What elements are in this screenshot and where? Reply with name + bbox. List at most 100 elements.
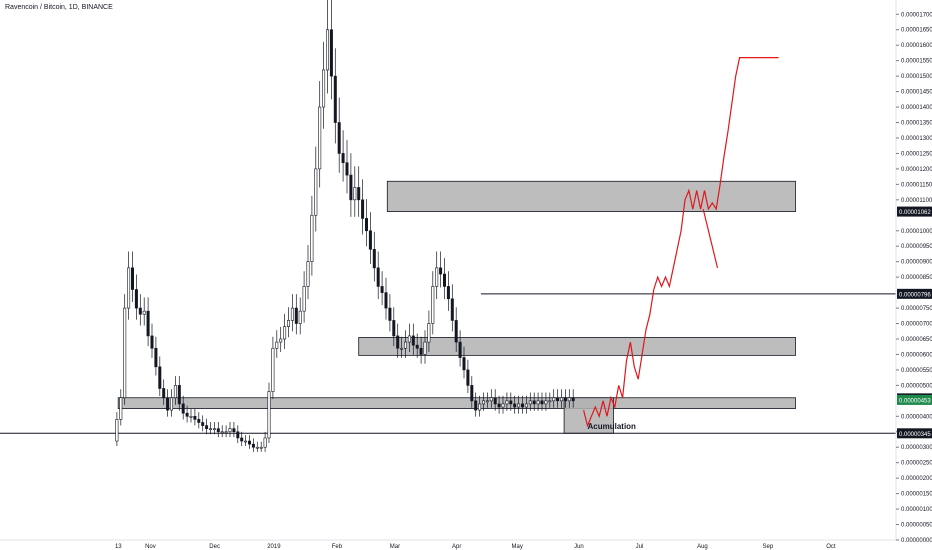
candle-body bbox=[458, 341, 462, 358]
candle-body bbox=[513, 403, 517, 408]
y-tick-label: 0.00000600 bbox=[901, 352, 932, 358]
candle-body bbox=[400, 347, 404, 350]
candle-body bbox=[185, 412, 189, 417]
candle-body bbox=[134, 289, 138, 309]
candle-body bbox=[567, 397, 571, 402]
price-axis: 0.00001700 0.00001650 0.00001600 0.00001550… bbox=[895, 0, 932, 544]
candle-body bbox=[329, 29, 333, 77]
projection-path bbox=[583, 57, 779, 428]
candle-body bbox=[263, 437, 267, 448]
candle-body bbox=[571, 397, 575, 402]
candle-body bbox=[322, 69, 326, 108]
candle-body bbox=[314, 168, 318, 216]
y-tick-label: 0.00000650 bbox=[901, 337, 932, 343]
candle-body bbox=[368, 230, 372, 250]
candle-body bbox=[216, 428, 220, 433]
candle-body bbox=[251, 443, 255, 448]
x-tick-label: Jun bbox=[574, 544, 584, 550]
y-tick-label: 0.00001450 bbox=[901, 90, 932, 96]
time-axis: 13 Nov Dec 2019 Feb Mar Apr May Jun Jul Aug Sep Oct bbox=[0, 539, 896, 550]
candle-body bbox=[388, 307, 392, 321]
candle-body bbox=[138, 307, 142, 315]
candle-body bbox=[259, 446, 263, 449]
price-label-text: 0.00001062 bbox=[899, 210, 931, 216]
candle-body bbox=[232, 428, 236, 433]
candle-body bbox=[407, 335, 411, 343]
candle-body bbox=[497, 403, 501, 408]
y-tick-label: 0.00000000 bbox=[901, 538, 932, 544]
y-tick-label: 0.00000950 bbox=[901, 244, 932, 250]
x-tick-label: Sep bbox=[763, 544, 774, 550]
zones bbox=[117, 180, 796, 434]
candle-body bbox=[173, 385, 177, 399]
candle-body bbox=[286, 320, 290, 327]
candle-body bbox=[127, 267, 131, 309]
candle-body bbox=[248, 440, 252, 445]
candle-body bbox=[158, 366, 162, 389]
y-tick-label: 0.00001400 bbox=[901, 105, 932, 111]
candle-body bbox=[318, 106, 322, 170]
candle-body bbox=[403, 341, 407, 349]
x-tick-label: Aug bbox=[697, 544, 708, 550]
support-resistance-zone bbox=[358, 337, 796, 356]
candle-body bbox=[115, 419, 119, 442]
candle-body bbox=[481, 400, 485, 405]
price-label-box bbox=[897, 288, 932, 299]
candle-body bbox=[275, 341, 279, 349]
candle-body bbox=[255, 446, 259, 449]
chart-title: Ravencoin / Bitcoin, 1D, BINANCE bbox=[5, 4, 113, 11]
candle-body bbox=[310, 214, 314, 262]
candle-body bbox=[197, 419, 201, 423]
candle-body bbox=[224, 431, 228, 434]
y-tick-label: 0.00000150 bbox=[901, 492, 932, 498]
candle-body bbox=[177, 385, 181, 405]
candle-body bbox=[333, 75, 337, 123]
y-tick-label: 0.00001600 bbox=[901, 43, 932, 49]
candle-body bbox=[384, 292, 388, 309]
candle-body bbox=[170, 397, 174, 411]
y-tick-label: 0.00000050 bbox=[901, 523, 932, 529]
candle-body bbox=[392, 320, 396, 337]
candle-body bbox=[446, 286, 450, 300]
price-label-text: 0.00000796 bbox=[899, 292, 931, 298]
candle-body bbox=[357, 187, 361, 201]
candle-body bbox=[435, 267, 439, 287]
candle-body bbox=[146, 310, 150, 337]
candle-body bbox=[302, 286, 306, 312]
x-tick-label: May bbox=[512, 544, 523, 550]
candle-body bbox=[209, 428, 213, 430]
y-tick-label: 0.00001550 bbox=[901, 59, 932, 65]
price-label-text: 0.00000453 bbox=[899, 398, 931, 404]
y-tick-label: 0.00001700 bbox=[901, 12, 932, 18]
projection-branch bbox=[702, 208, 719, 269]
y-tick-label: 0.00000850 bbox=[901, 275, 932, 281]
price-label-text: 0.00000345 bbox=[899, 432, 931, 438]
annotations: Acumulation bbox=[588, 422, 637, 431]
candle-body bbox=[150, 335, 154, 349]
candle-body bbox=[423, 341, 427, 355]
candle-body bbox=[478, 403, 482, 411]
candle-body bbox=[298, 310, 302, 324]
candle-body bbox=[442, 273, 446, 287]
y-tick-label: 0.00000500 bbox=[901, 383, 932, 389]
candle-body bbox=[240, 437, 244, 442]
candle-body bbox=[532, 400, 536, 405]
y-tick-label: 0.00000550 bbox=[901, 368, 932, 374]
candle-body bbox=[450, 298, 454, 321]
y-tick-label: 0.00001650 bbox=[901, 28, 932, 34]
candle-body bbox=[505, 400, 509, 405]
x-tick-label: Feb bbox=[332, 544, 343, 550]
candle-body bbox=[205, 425, 209, 429]
candle-body bbox=[361, 199, 365, 219]
candle-body bbox=[474, 400, 478, 411]
candle-body bbox=[283, 326, 287, 340]
candle-body bbox=[154, 347, 158, 368]
support-resistance-zone bbox=[386, 180, 796, 212]
x-tick-label: Apr bbox=[452, 544, 461, 550]
y-tick-label: 0.00001500 bbox=[901, 74, 932, 80]
y-tick-label: 0.00001150 bbox=[901, 182, 932, 188]
candle-body bbox=[228, 428, 232, 433]
candle-body bbox=[540, 400, 544, 405]
candle-body bbox=[563, 397, 567, 402]
